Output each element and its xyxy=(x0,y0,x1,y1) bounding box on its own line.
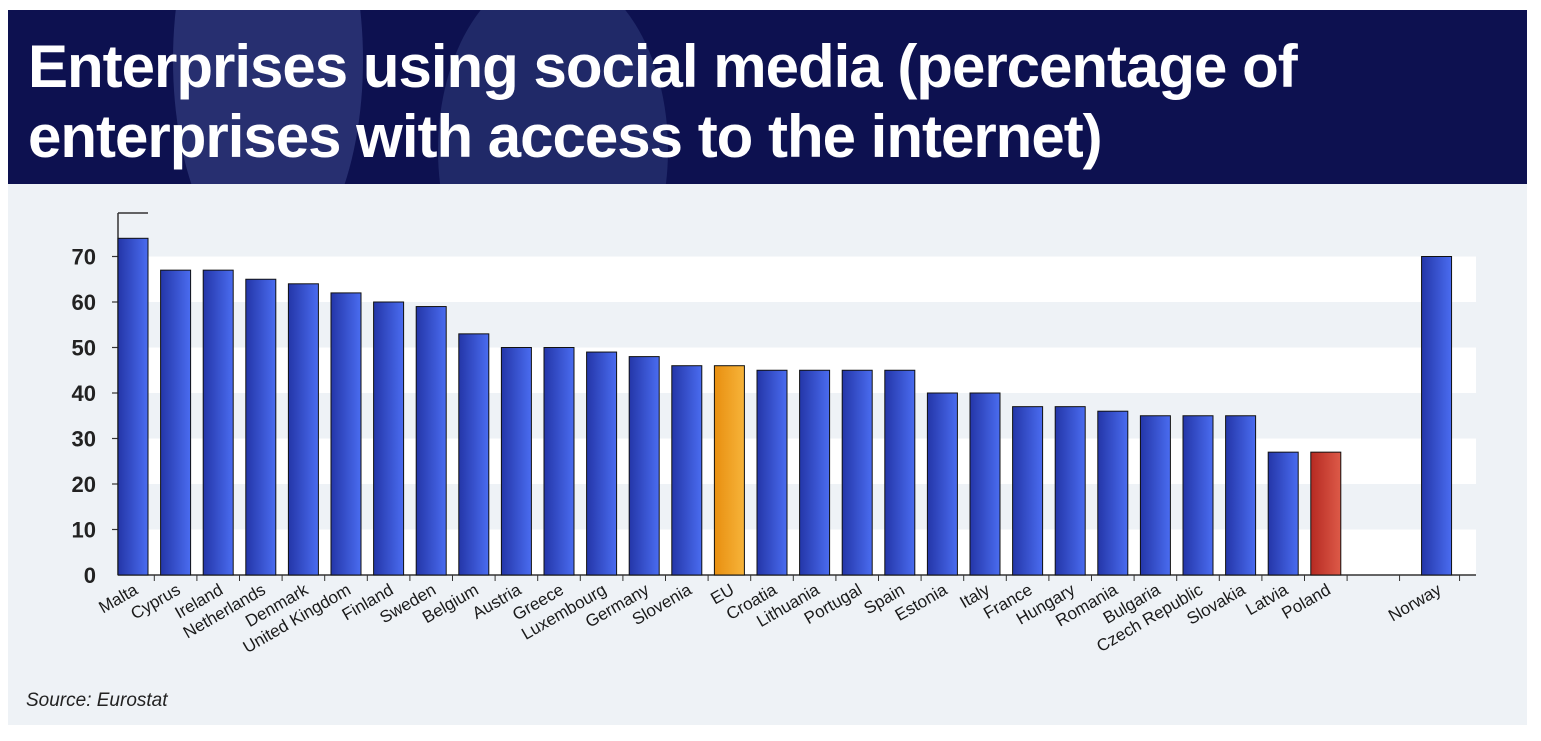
bar-czech-republic xyxy=(1183,416,1213,575)
bar-italy xyxy=(970,393,1000,575)
y-tick-label: 50 xyxy=(72,336,96,361)
bar-austria xyxy=(501,348,531,576)
bar-luxembourg xyxy=(587,352,617,575)
bar-hungary xyxy=(1055,407,1085,575)
x-category-label: Norway xyxy=(1385,580,1445,626)
x-category-label: Cyprus xyxy=(127,580,183,623)
y-tick-label: 40 xyxy=(72,381,96,406)
bar-france xyxy=(1013,407,1043,575)
bar-belgium xyxy=(459,334,489,575)
bar-netherlands xyxy=(246,279,276,575)
y-tick-label: 20 xyxy=(72,472,96,497)
y-tick-label: 10 xyxy=(72,518,96,543)
bar-bulgaria xyxy=(1140,416,1170,575)
y-tick-label: 30 xyxy=(72,427,96,452)
bar-united-kingdom xyxy=(331,293,361,575)
y-tick-label: 60 xyxy=(72,290,96,315)
y-axis-ticks: 0 10 20 30 40 50 60 70 xyxy=(72,245,118,589)
y-tick-label: 0 xyxy=(84,563,96,588)
bar-chart: 0 10 20 30 40 50 60 70 MaltaCyprusIrelandNether… xyxy=(8,10,1527,725)
bar-romania xyxy=(1098,411,1128,575)
bar-sweden xyxy=(416,307,446,575)
bar-slovenia xyxy=(672,366,702,575)
chart-card: Enterprises using social media (percenta… xyxy=(8,10,1527,725)
x-axis-labels: MaltaCyprusIrelandNetherlandsDenmarkUnit… xyxy=(95,580,1444,657)
grid-band xyxy=(118,257,1476,303)
x-category-label: Poland xyxy=(1278,580,1333,623)
grid-band xyxy=(118,348,1476,394)
bar-denmark xyxy=(288,284,318,575)
bar-lithuania xyxy=(800,370,830,575)
x-axis-tick-marks xyxy=(154,575,1459,581)
bar-slovakia xyxy=(1226,416,1256,575)
bar-norway xyxy=(1422,257,1452,576)
bar-eu xyxy=(714,366,744,575)
bar-croatia xyxy=(757,370,787,575)
bar-malta xyxy=(118,238,148,575)
bar-greece xyxy=(544,348,574,576)
bar-estonia xyxy=(927,393,957,575)
bar-ireland xyxy=(203,270,233,575)
bar-poland xyxy=(1311,452,1341,575)
bar-germany xyxy=(629,357,659,575)
y-tick-label: 70 xyxy=(72,245,96,270)
bar-portugal xyxy=(842,370,872,575)
bar-latvia xyxy=(1268,452,1298,575)
source-note: Source: Eurostat xyxy=(26,690,168,712)
bar-spain xyxy=(885,370,915,575)
bar-finland xyxy=(374,302,404,575)
bar-cyprus xyxy=(161,270,191,575)
